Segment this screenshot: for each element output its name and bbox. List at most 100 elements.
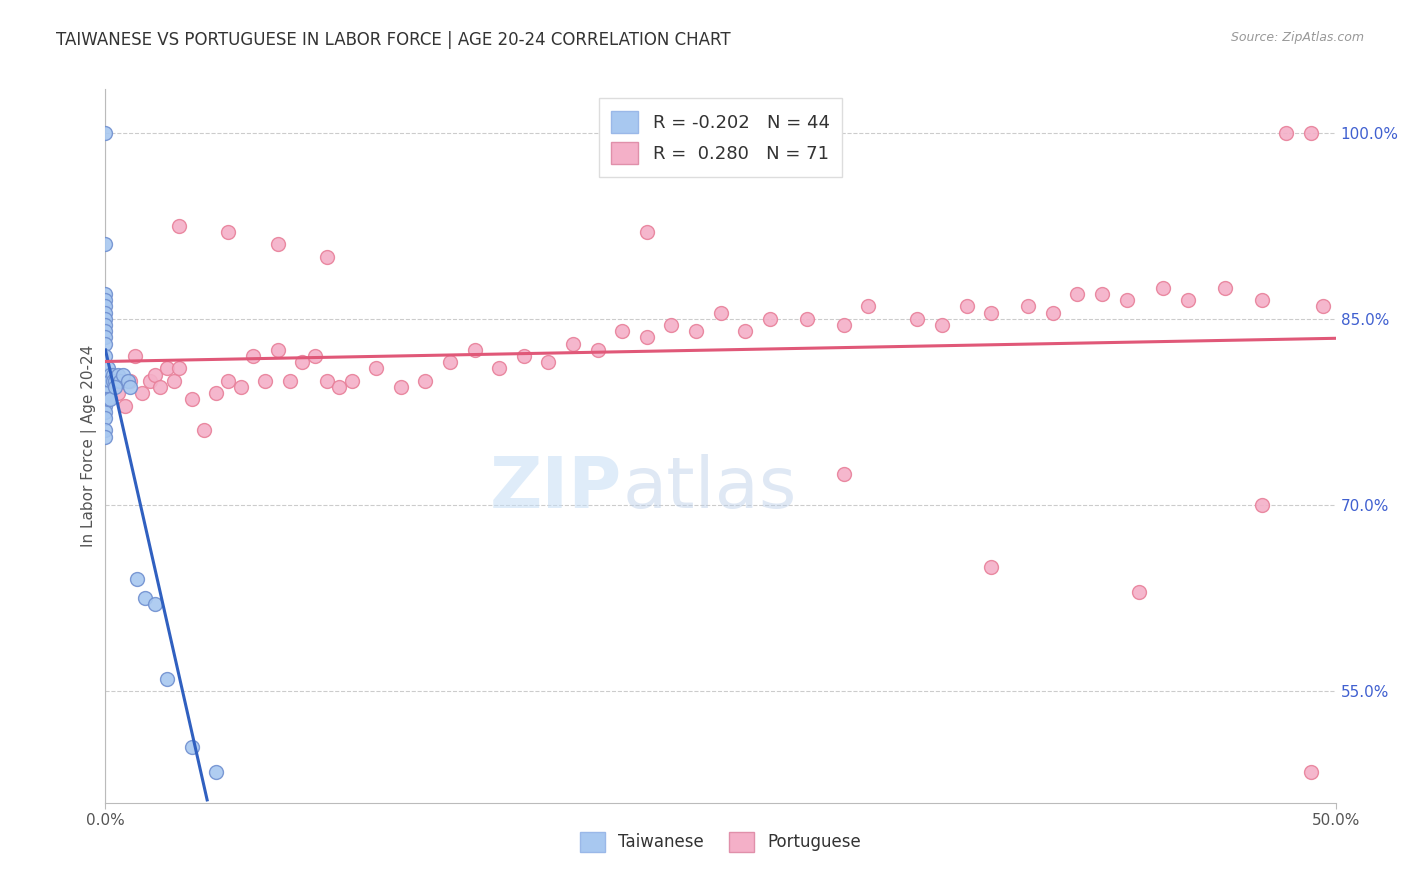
Point	[1066, 287, 1088, 301]
Point	[97, 392, 120, 407]
Point	[169, 361, 191, 376]
Point	[1301, 764, 1323, 779]
Point	[94, 311, 117, 326]
Point	[1312, 299, 1334, 313]
Point	[488, 361, 510, 376]
Text: atlas: atlas	[621, 454, 797, 524]
Point	[366, 361, 388, 376]
Point	[636, 225, 658, 239]
Point	[180, 739, 202, 754]
Point	[180, 392, 202, 407]
Point	[464, 343, 486, 357]
Point	[94, 424, 117, 438]
Point	[340, 374, 363, 388]
Point	[218, 225, 240, 239]
Point	[149, 380, 172, 394]
Point	[104, 380, 127, 394]
Point	[107, 386, 129, 401]
Point	[389, 380, 412, 394]
Point	[685, 324, 707, 338]
Point	[94, 368, 117, 382]
Point	[796, 311, 818, 326]
Point	[101, 368, 124, 382]
Point	[94, 336, 117, 351]
Point	[134, 591, 156, 605]
Point	[439, 355, 461, 369]
Point	[94, 386, 117, 401]
Point	[94, 374, 117, 388]
Point	[931, 318, 953, 332]
Point	[114, 399, 136, 413]
Point	[104, 374, 127, 388]
Point	[205, 386, 228, 401]
Point	[636, 330, 658, 344]
Point	[858, 299, 880, 313]
Point	[94, 324, 117, 338]
Point	[1115, 293, 1137, 308]
Point	[94, 392, 117, 407]
Point	[97, 374, 120, 388]
Point	[193, 424, 215, 438]
Point	[131, 386, 153, 401]
Point	[117, 374, 139, 388]
Point	[1275, 126, 1298, 140]
Point	[328, 380, 350, 394]
Point	[98, 374, 122, 388]
Point	[1153, 281, 1175, 295]
Point	[1177, 293, 1199, 308]
Point	[586, 343, 609, 357]
Legend: Taiwanese, Portuguese: Taiwanese, Portuguese	[574, 825, 868, 859]
Point	[94, 305, 117, 319]
Point	[111, 368, 134, 382]
Point	[513, 349, 536, 363]
Point	[254, 374, 277, 388]
Point	[980, 305, 1002, 319]
Point	[169, 219, 191, 233]
Point	[143, 368, 166, 382]
Point	[1091, 287, 1114, 301]
Point	[218, 374, 240, 388]
Point	[956, 299, 979, 313]
Point	[562, 336, 585, 351]
Point	[267, 237, 290, 252]
Point	[759, 311, 782, 326]
Point	[1213, 281, 1236, 295]
Point	[107, 368, 129, 382]
Point	[710, 305, 733, 319]
Point	[94, 411, 117, 425]
Point	[120, 374, 141, 388]
Point	[291, 355, 314, 369]
Point	[907, 311, 929, 326]
Point	[229, 380, 252, 394]
Point	[94, 318, 117, 332]
Point	[94, 330, 117, 344]
Point	[110, 374, 132, 388]
Point	[156, 361, 179, 376]
Point	[315, 250, 337, 264]
Point	[98, 392, 122, 407]
Point	[1301, 126, 1323, 140]
Text: TAIWANESE VS PORTUGUESE IN LABOR FORCE | AGE 20-24 CORRELATION CHART: TAIWANESE VS PORTUGUESE IN LABOR FORCE |…	[56, 31, 731, 49]
Point	[94, 293, 117, 308]
Point	[163, 374, 186, 388]
Point	[415, 374, 437, 388]
Point	[315, 374, 337, 388]
Point	[97, 386, 120, 401]
Point	[94, 430, 117, 444]
Point	[156, 672, 179, 686]
Point	[124, 349, 146, 363]
Point	[304, 349, 326, 363]
Y-axis label: In Labor Force | Age 20-24: In Labor Force | Age 20-24	[82, 345, 97, 547]
Point	[267, 343, 290, 357]
Text: ZIP: ZIP	[489, 454, 621, 524]
Point	[205, 764, 228, 779]
Point	[101, 374, 124, 388]
Point	[94, 287, 117, 301]
Point	[1128, 584, 1150, 599]
Point	[612, 324, 634, 338]
Point	[734, 324, 756, 338]
Point	[661, 318, 683, 332]
Point	[94, 405, 117, 419]
Point	[832, 318, 855, 332]
Point	[1251, 498, 1274, 512]
